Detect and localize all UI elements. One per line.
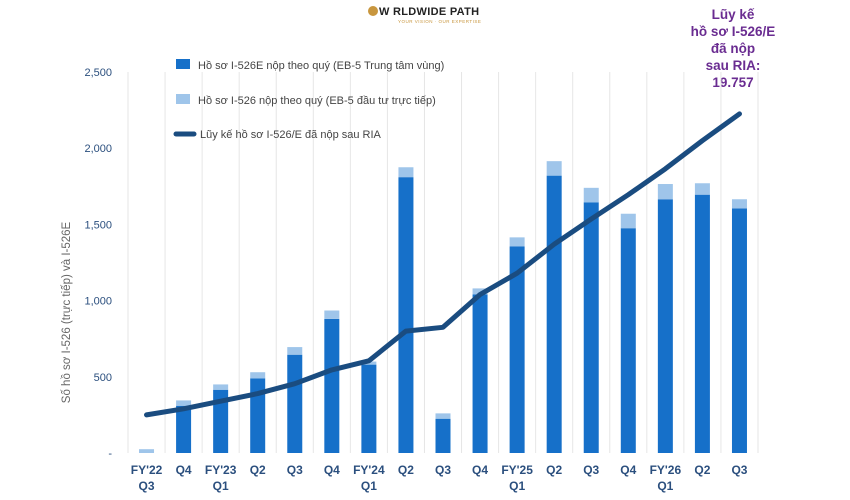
- x-tick-quarter: Q3: [583, 463, 599, 477]
- annotation-line: đã nộp: [710, 41, 756, 56]
- bar-regional-center: [583, 202, 599, 453]
- bar-direct: [176, 400, 192, 406]
- x-tick-quarter: Q1: [509, 479, 525, 493]
- bar-direct: [546, 161, 562, 176]
- y-tick-label: 2,500: [84, 67, 112, 79]
- x-tick-quarter: Q1: [361, 479, 377, 493]
- bar-regional-center: [694, 194, 710, 453]
- y-tick-label: 1,500: [84, 219, 112, 231]
- y-tick-label: 2,000: [84, 143, 112, 155]
- legend-label-regional: Hồ sơ I-526E nộp theo quý (EB-5 Trung tâ…: [198, 60, 444, 72]
- bar-regional-center: [657, 199, 673, 453]
- cumulative-line: [144, 111, 742, 418]
- bar-regional-center: [509, 246, 525, 453]
- annotation-line: sau RIA:: [705, 58, 761, 73]
- x-tick-quarter: Q3: [435, 463, 451, 477]
- bar-direct: [250, 372, 266, 379]
- x-tick-quarter: Q4: [176, 463, 192, 477]
- legend-swatch-regional: [176, 59, 190, 69]
- y-axis-title: Số hồ sơ I-526 (trực tiếp) và I-526E: [61, 221, 73, 403]
- bar-direct: [694, 183, 710, 195]
- bar-regional-center: [620, 228, 636, 453]
- bar-direct: [435, 413, 451, 419]
- legend-swatch-direct: [176, 94, 190, 104]
- x-tick-fy: FY'23: [205, 463, 237, 477]
- x-tick-fy: FY'26: [650, 463, 682, 477]
- bar-direct: [398, 167, 414, 178]
- x-tick-quarter: Q3: [287, 463, 303, 477]
- x-tick-quarter: Q4: [472, 463, 488, 477]
- bar-regional-center: [398, 177, 414, 453]
- bar-regional-center: [176, 405, 192, 453]
- x-tick-fy: FY'25: [501, 463, 533, 477]
- bar-direct: [731, 199, 747, 209]
- bar-direct: [472, 288, 488, 295]
- bar-direct: [620, 213, 636, 229]
- logo-text: W RLDWIDE PATH: [379, 6, 480, 18]
- x-tick-quarter: Q2: [546, 463, 562, 477]
- legend-label-direct: Hồ sơ I-526 nộp theo quý (EB-5 đầu tư tr…: [198, 95, 436, 107]
- x-tick-fy: FY'22: [131, 463, 163, 477]
- x-tick-quarter: Q3: [731, 463, 747, 477]
- y-tick-label: 500: [94, 372, 112, 384]
- x-tick-fy: FY'24: [353, 463, 385, 477]
- cumulative-annotation: Lũy kế hồ sơ I-526/E đã nộp sau RIA: 19.…: [668, 6, 798, 91]
- bar-direct: [139, 449, 155, 453]
- y-tick-label: 1,000: [84, 296, 112, 308]
- bar-direct: [657, 184, 673, 200]
- annotation-value: 19.757: [712, 75, 754, 90]
- bar-regional-center: [213, 389, 229, 453]
- bar-regional-center: [472, 294, 488, 453]
- bar-direct: [213, 384, 229, 390]
- x-tick-quarter: Q2: [250, 463, 266, 477]
- x-tick-quarter: Q1: [657, 479, 673, 493]
- y-tick-label: -: [108, 448, 112, 460]
- bar-regional-center: [324, 318, 340, 453]
- bar-regional-center: [287, 354, 303, 453]
- worldwide-path-logo: W RLDWIDE PATH YOUR VISION · OUR EXPERTI…: [368, 6, 488, 28]
- bar-direct: [509, 237, 525, 247]
- bar-regional-center: [361, 364, 377, 453]
- annotation-line: Lũy kế: [711, 7, 755, 22]
- x-tick-quarter: Q2: [398, 463, 414, 477]
- logo-tagline: YOUR VISION · OUR EXPERTISE: [398, 19, 482, 24]
- bar-regional-center: [250, 378, 266, 453]
- bar-direct: [583, 187, 599, 203]
- x-tick-quarter: Q2: [694, 463, 710, 477]
- annotation-line: hồ sơ I-526/E: [690, 24, 776, 39]
- bar-regional-center: [435, 418, 451, 453]
- logo-wordmark: W RLDWIDE PATH: [368, 6, 479, 18]
- bar-regional-center: [546, 175, 562, 453]
- bar-direct: [287, 347, 303, 355]
- bar-regional-center: [731, 208, 747, 453]
- x-tick-quarter: Q4: [324, 463, 340, 477]
- x-tick-quarter: Q4: [620, 463, 636, 477]
- bar-direct: [324, 310, 340, 319]
- x-tick-quarter: Q1: [213, 479, 229, 493]
- x-tick-quarter: Q3: [139, 479, 155, 493]
- globe-icon: [368, 6, 378, 16]
- legend-label-cumulative: Lũy kế hồ sơ I-526/E đã nộp sau RIA: [200, 129, 382, 141]
